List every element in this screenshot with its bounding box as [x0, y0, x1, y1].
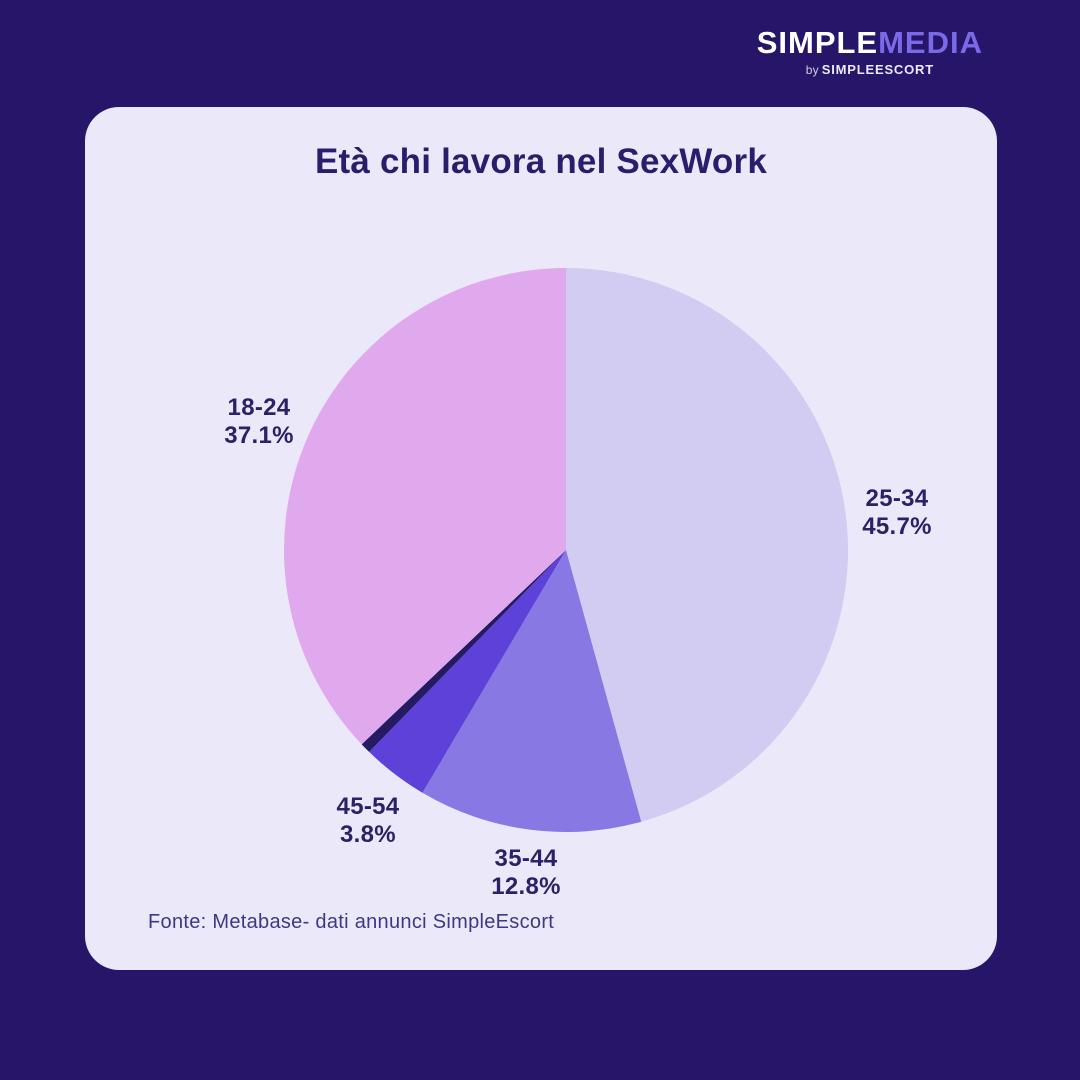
- pie-label-18-24-percent: 37.1%: [224, 422, 294, 449]
- brand-logo-wordmark: SIMPLEMEDIA: [757, 26, 983, 60]
- pie-slice-other: [361, 550, 566, 752]
- chart-title: Età chi lavora nel SexWork: [315, 142, 767, 181]
- brand-logo-simpleescort: SIMPLEESCORT: [821, 62, 934, 77]
- brand-logo-by: by: [805, 63, 819, 77]
- pie-slice-25-34: [566, 268, 848, 822]
- brand-logo-media: MEDIA: [878, 25, 983, 60]
- pie-slice-45-54: [369, 550, 566, 793]
- pie-slice-35-44: [422, 550, 642, 832]
- pie-slice-18-24: [284, 268, 566, 745]
- pie-label-25-34-range: 25-34: [865, 485, 929, 512]
- brand-logo-simple: SIMPLE: [756, 25, 879, 60]
- source-note: Fonte: Metabase- dati annunci SimpleEsco…: [148, 911, 555, 933]
- pie-chart-svg: [284, 268, 848, 832]
- pie-label-35-44-range: 35-44: [494, 845, 558, 872]
- pie-label-18-24: 18-24 37.1%: [224, 394, 294, 450]
- pie-label-25-34: 25-34 45.7%: [862, 485, 932, 541]
- pie-label-18-24-range: 18-24: [227, 394, 291, 421]
- pie-label-25-34-percent: 45.7%: [862, 513, 932, 540]
- chart-card: Età chi lavora nel SexWork 18-24 37.1% 2…: [85, 107, 997, 970]
- pie-label-45-54-percent: 3.8%: [340, 821, 396, 848]
- brand-logo: SIMPLEMEDIA by SIMPLEESCORT: [757, 26, 983, 78]
- pie-chart: [284, 268, 848, 832]
- pie-label-45-54: 45-54 3.8%: [337, 793, 400, 849]
- pie-label-35-44-percent: 12.8%: [491, 873, 561, 900]
- pie-label-35-44: 35-44 12.8%: [491, 845, 561, 901]
- brand-logo-byline: by SIMPLEESCORT: [757, 62, 983, 77]
- pie-label-45-54-range: 45-54: [336, 793, 400, 820]
